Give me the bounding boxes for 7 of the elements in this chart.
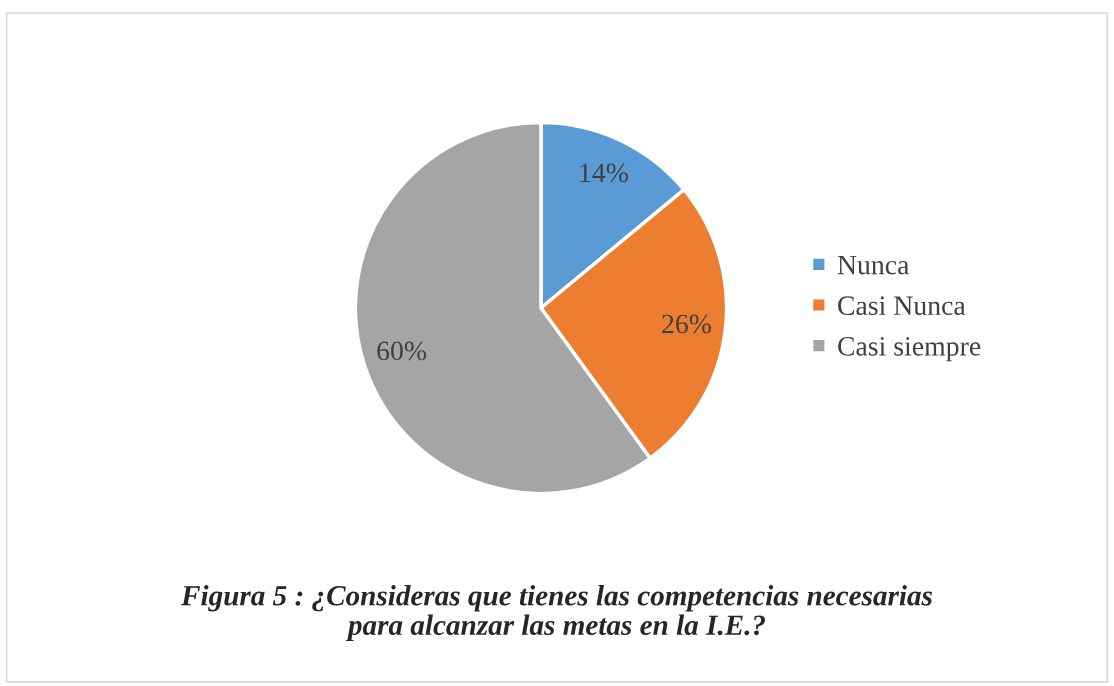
- legend-label: Nunca: [837, 255, 910, 275]
- text: Figura 5 : ¿Consideras que tienes las competencias necesarias para alcanzar las metas en la I.E.?: [181, 585, 933, 641]
- data-label: 14%: [580, 163, 628, 183]
- legend-label: Casi siempre: [838, 337, 981, 362]
- data-label: 60%: [377, 341, 427, 361]
- legend-label: Casi Nunca: [838, 296, 966, 316]
- data-label: 26%: [662, 314, 711, 334]
